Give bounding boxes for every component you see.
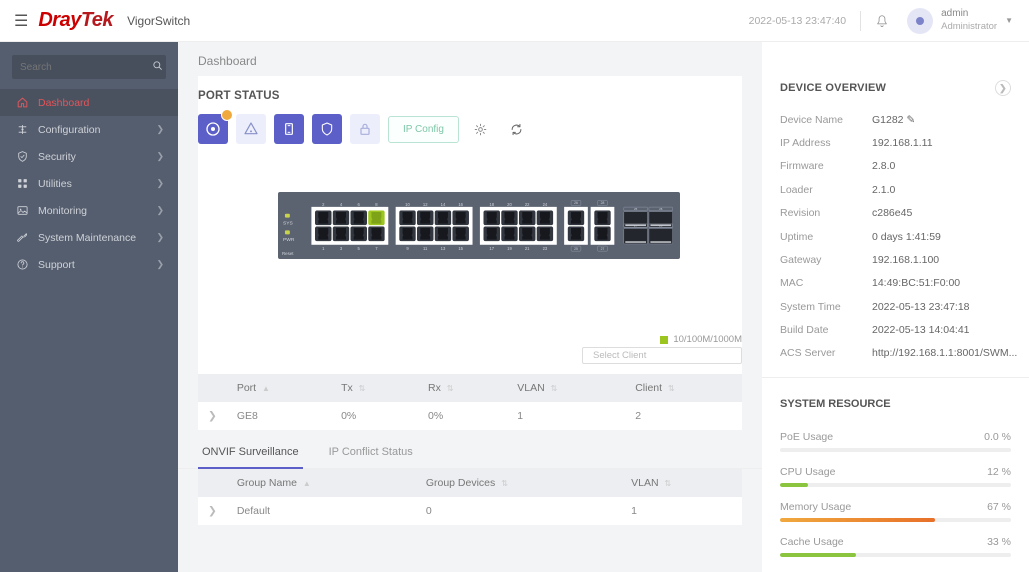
svg-text:23: 23 [543,246,548,251]
svg-text:4: 4 [340,202,343,207]
svg-text:Reset: Reset [282,251,294,256]
svg-text:5: 5 [358,246,361,251]
svg-text:14: 14 [441,202,446,207]
svg-text:7: 7 [375,246,378,251]
svg-text:11: 11 [423,246,428,251]
svg-text:24: 24 [543,202,548,207]
svg-text:18: 18 [489,202,494,207]
svg-text:17: 17 [489,246,494,251]
svg-text:8: 8 [375,202,378,207]
svg-text:27: 27 [601,247,605,251]
svg-text:12: 12 [423,202,428,207]
svg-text:26: 26 [574,201,578,205]
svg-text:10: 10 [405,202,410,207]
svg-text:28: 28 [659,224,663,228]
svg-text:22: 22 [525,202,530,207]
svg-text:9: 9 [406,246,409,251]
svg-text:20: 20 [507,202,512,207]
svg-text:13: 13 [441,246,446,251]
svg-text:25: 25 [574,247,578,251]
svg-text:6: 6 [358,202,361,207]
svg-text:PWR: PWR [283,237,295,243]
svg-text:28: 28 [601,201,605,205]
svg-text:27: 27 [634,224,638,228]
svg-text:19: 19 [507,246,512,251]
svg-text:25: 25 [634,207,638,211]
svg-text:1: 1 [322,246,325,251]
svg-text:15: 15 [458,246,463,251]
svg-text:26: 26 [659,207,663,211]
svg-text:2: 2 [322,202,325,207]
svg-text:21: 21 [525,246,530,251]
svg-text:SYS: SYS [283,221,294,227]
svg-text:16: 16 [458,202,463,207]
svg-text:3: 3 [340,246,343,251]
